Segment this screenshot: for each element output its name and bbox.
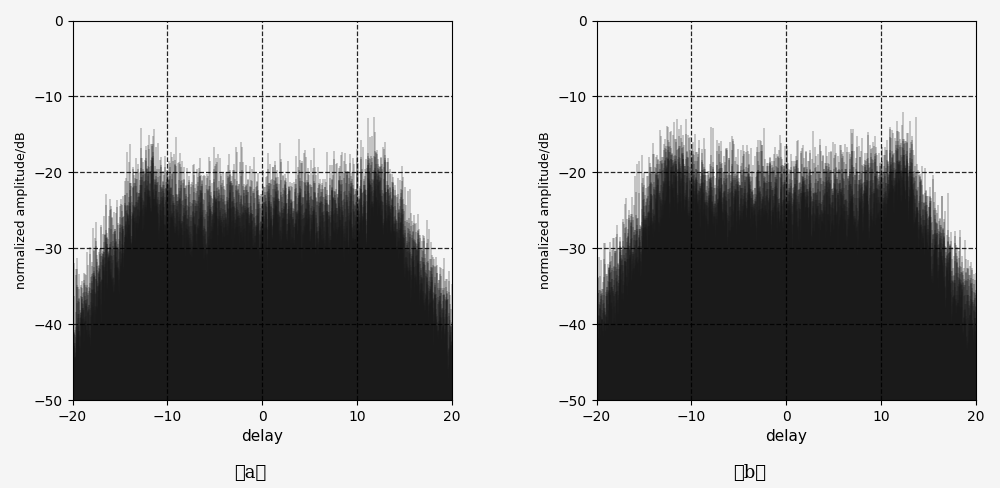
Text: （b）: （b） bbox=[734, 464, 767, 482]
X-axis label: delay: delay bbox=[765, 429, 807, 445]
X-axis label: delay: delay bbox=[241, 429, 283, 445]
Y-axis label: normalized amplitude/dB: normalized amplitude/dB bbox=[15, 132, 28, 289]
Y-axis label: normalized amplitude/dB: normalized amplitude/dB bbox=[539, 132, 552, 289]
Text: （a）: （a） bbox=[234, 464, 266, 482]
